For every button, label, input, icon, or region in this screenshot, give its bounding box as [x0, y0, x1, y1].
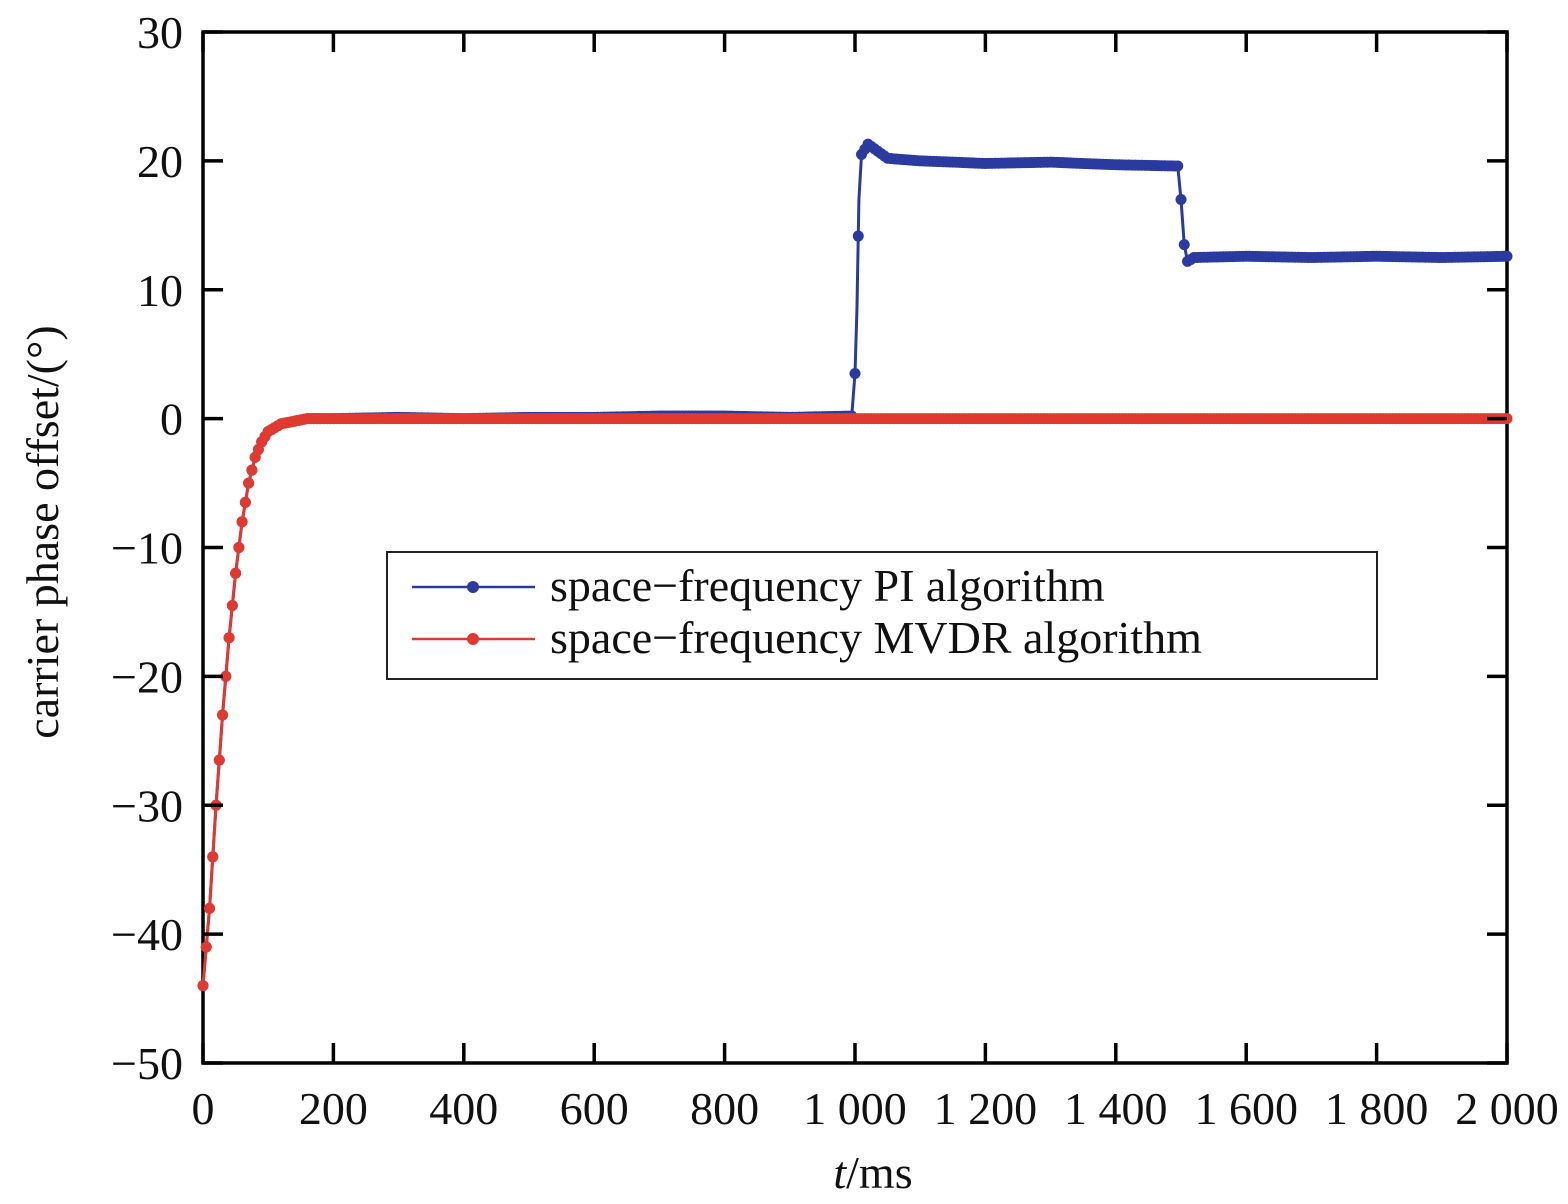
legend-label-mvdr: space−frequency MVDR algorithm — [550, 612, 1202, 663]
legend-label-pi: space−frequency PI algorithm — [550, 560, 1105, 611]
x-tick-label: 1 000 — [803, 1083, 907, 1134]
x-tick-label: 800 — [690, 1083, 759, 1134]
data-point — [197, 980, 209, 992]
y-tick-label: −30 — [111, 780, 183, 831]
data-point — [1501, 250, 1513, 262]
series-1 — [197, 413, 1513, 992]
y-tick-label: 0 — [160, 394, 183, 445]
y-axis-label: carrier phase offset/(°) — [17, 325, 68, 738]
data-point — [1172, 160, 1184, 172]
data-point — [1178, 239, 1190, 251]
x-tick-label: 200 — [299, 1083, 368, 1134]
data-point — [236, 516, 248, 528]
x-tick-label: 2 000 — [1455, 1083, 1559, 1134]
data-point — [200, 941, 212, 953]
x-tick-label: 1 400 — [1064, 1083, 1168, 1134]
data-point — [207, 851, 219, 863]
y-tick-label: −50 — [111, 1038, 183, 1089]
data-point — [849, 368, 861, 380]
y-tick-label: 10 — [137, 265, 183, 316]
data-point — [223, 632, 235, 644]
legend-swatch-pi-marker — [467, 581, 479, 593]
data-point — [243, 477, 255, 489]
series-layer — [197, 138, 1513, 992]
x-tick-label: 1 200 — [934, 1083, 1038, 1134]
x-tick-label: 1 600 — [1194, 1083, 1298, 1134]
x-tick-label: 400 — [429, 1083, 498, 1134]
series-line — [201, 417, 1507, 986]
x-tick-label: 0 — [192, 1083, 215, 1134]
data-point — [226, 599, 238, 611]
data-point — [204, 902, 216, 914]
x-axis-label: t/ms — [833, 1147, 912, 1198]
y-tick-label: 30 — [137, 7, 183, 58]
legend-swatch-mvdr-marker — [467, 633, 479, 645]
y-tick-label: −40 — [111, 909, 183, 960]
data-point — [852, 230, 864, 242]
data-point — [233, 542, 245, 553]
tick-layer: 0 200 400 600 800 1 000 1 200 1 400 1 600 1 800 2 … — [111, 7, 1559, 1134]
x-tick-label: 1 800 — [1325, 1083, 1429, 1134]
data-point — [230, 567, 242, 579]
data-point — [1175, 194, 1187, 206]
y-tick-label: 20 — [137, 136, 183, 187]
data-point — [239, 496, 251, 508]
x-tick-label: 600 — [560, 1083, 629, 1134]
y-tick-label: −10 — [111, 523, 183, 574]
data-point — [246, 464, 258, 476]
plot-frame — [201, 30, 1509, 1065]
legend-box — [386, 551, 1378, 680]
data-point — [217, 709, 229, 721]
legend: space−frequency PI algorithm space−frequ… — [386, 551, 1378, 680]
data-point — [220, 670, 232, 682]
data-point — [213, 754, 225, 766]
y-tick-label: −20 — [111, 651, 183, 702]
